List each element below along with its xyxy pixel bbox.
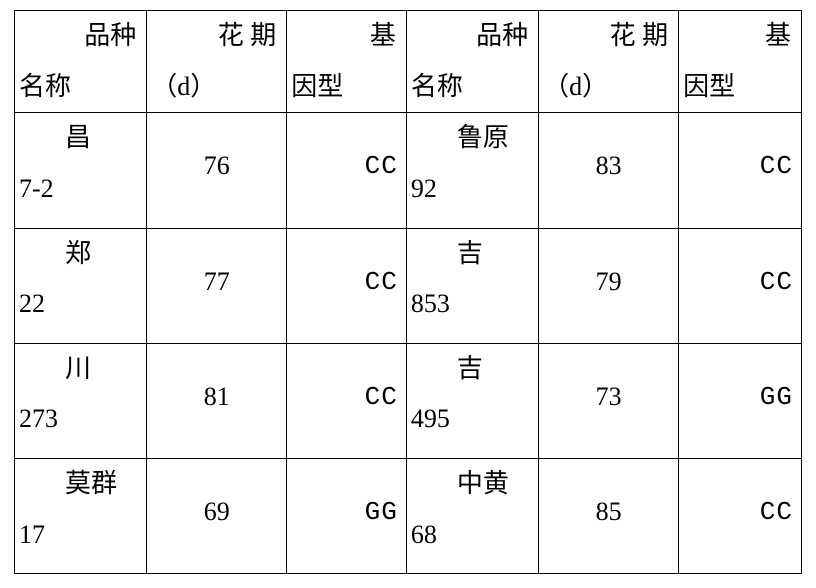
variety-name: 853 xyxy=(407,279,538,330)
header-text: 基 xyxy=(679,11,801,62)
header-text: 基 xyxy=(287,11,406,62)
cell-period: 69 xyxy=(147,458,287,573)
cell-variety: 昌 7-2 xyxy=(15,113,147,228)
period-value: 76 xyxy=(147,151,286,181)
genotype-value: CC xyxy=(760,151,793,181)
cell-genotype: CC xyxy=(287,113,407,228)
col-header-genotype-left: 基 因型 xyxy=(287,11,407,113)
cell-genotype: CC xyxy=(287,228,407,343)
cell-variety: 吉 853 xyxy=(406,228,538,343)
cell-genotype: GG xyxy=(287,458,407,573)
genotype-value: CC xyxy=(760,497,793,527)
cell-period: 77 xyxy=(147,228,287,343)
variety-name: 郑 xyxy=(15,229,146,280)
col-header-genotype-right: 基 因型 xyxy=(679,11,802,113)
variety-name: 中黄 xyxy=(407,459,538,510)
period-value: 83 xyxy=(539,151,678,181)
header-text: 品种 xyxy=(407,11,538,62)
header-text: 名称 xyxy=(407,62,538,113)
period-value: 85 xyxy=(539,497,678,527)
col-header-period-left: 花 期 （d） xyxy=(147,11,287,113)
genotype-value: GG xyxy=(365,497,398,527)
genotype-value: CC xyxy=(760,267,793,297)
cell-period: 73 xyxy=(539,343,679,458)
header-text: （d） xyxy=(147,62,286,113)
variety-name: 昌 xyxy=(15,113,146,164)
cell-period: 76 xyxy=(147,113,287,228)
variety-name: 莫群 xyxy=(15,459,146,510)
cell-genotype: CC xyxy=(679,228,802,343)
period-value: 69 xyxy=(147,497,286,527)
col-header-variety-right: 品种 名称 xyxy=(406,11,538,113)
variety-name: 川 xyxy=(15,344,146,395)
variety-table: 品种 名称 花 期 （d） 基 因型 品种 名称 花 期 （d） 基 因型 昌 … xyxy=(14,10,802,574)
period-value: 73 xyxy=(539,382,678,412)
table-row: 郑 22 77 CC 吉 853 79 CC xyxy=(15,228,802,343)
cell-genotype: GG xyxy=(679,343,802,458)
variety-name: 92 xyxy=(407,164,538,215)
cell-variety: 中黄 68 xyxy=(406,458,538,573)
period-value: 81 xyxy=(147,382,286,412)
header-text: （d） xyxy=(539,62,678,113)
cell-genotype: CC xyxy=(679,113,802,228)
genotype-value: CC xyxy=(365,267,398,297)
genotype-value: GG xyxy=(760,382,793,412)
variety-name: 68 xyxy=(407,510,538,561)
cell-variety: 郑 22 xyxy=(15,228,147,343)
cell-period: 83 xyxy=(539,113,679,228)
table-row: 昌 7-2 76 CC 鲁原 92 83 CC xyxy=(15,113,802,228)
table-header-row: 品种 名称 花 期 （d） 基 因型 品种 名称 花 期 （d） 基 因型 xyxy=(15,11,802,113)
variety-name: 273 xyxy=(15,394,146,445)
header-text: 花 期 xyxy=(147,11,286,62)
variety-name: 17 xyxy=(15,510,146,561)
genotype-value: CC xyxy=(365,382,398,412)
variety-name: 22 xyxy=(15,279,146,330)
header-text: 名称 xyxy=(15,62,146,113)
header-text: 因型 xyxy=(287,62,406,113)
variety-name: 鲁原 xyxy=(407,113,538,164)
table-row: 莫群 17 69 GG 中黄 68 85 CC xyxy=(15,458,802,573)
cell-variety: 莫群 17 xyxy=(15,458,147,573)
cell-period: 81 xyxy=(147,343,287,458)
col-header-period-right: 花 期 （d） xyxy=(539,11,679,113)
period-value: 79 xyxy=(539,267,678,297)
variety-name: 吉 xyxy=(407,344,538,395)
period-value: 77 xyxy=(147,267,286,297)
variety-name: 495 xyxy=(407,394,538,445)
variety-name: 吉 xyxy=(407,229,538,280)
table-row: 川 273 81 CC 吉 495 73 GG xyxy=(15,343,802,458)
header-text: 花 期 xyxy=(539,11,678,62)
cell-variety: 川 273 xyxy=(15,343,147,458)
col-header-variety-left: 品种 名称 xyxy=(15,11,147,113)
genotype-value: CC xyxy=(365,151,398,181)
header-text: 品种 xyxy=(15,11,146,62)
cell-period: 85 xyxy=(539,458,679,573)
cell-genotype: CC xyxy=(679,458,802,573)
cell-period: 79 xyxy=(539,228,679,343)
cell-variety: 吉 495 xyxy=(406,343,538,458)
variety-name: 7-2 xyxy=(15,164,146,215)
header-text: 因型 xyxy=(679,62,801,113)
cell-genotype: CC xyxy=(287,343,407,458)
cell-variety: 鲁原 92 xyxy=(406,113,538,228)
table-sheet: 品种 名称 花 期 （d） 基 因型 品种 名称 花 期 （d） 基 因型 昌 … xyxy=(0,0,816,588)
